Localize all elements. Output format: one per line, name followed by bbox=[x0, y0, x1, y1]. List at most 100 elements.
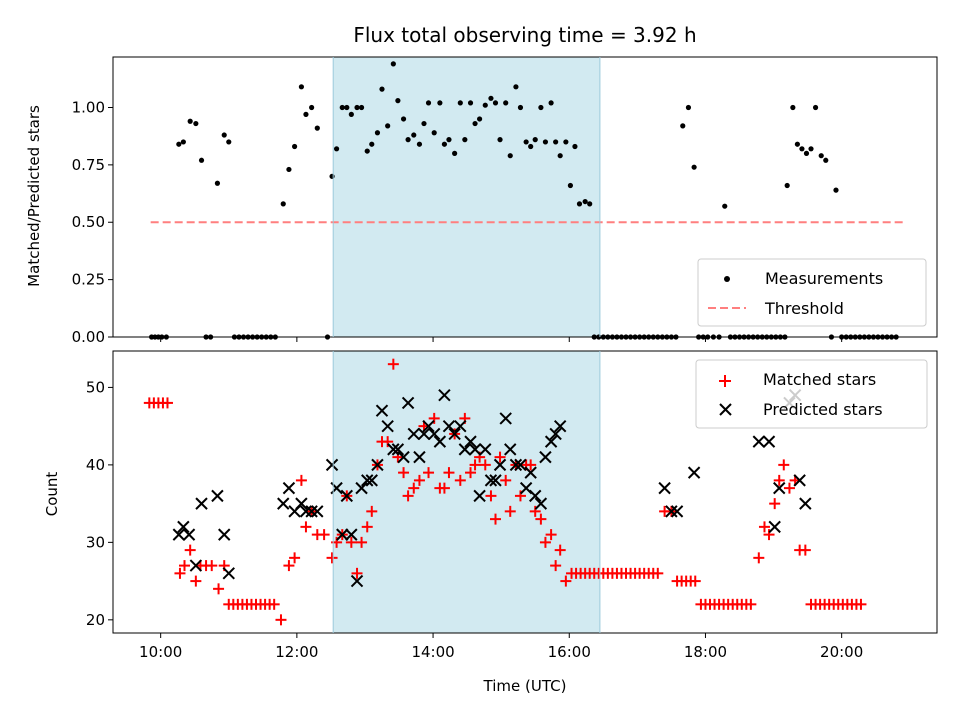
measurement-point bbox=[680, 123, 686, 129]
matched-star-point bbox=[345, 536, 357, 548]
predicted-star-point bbox=[479, 443, 492, 456]
measurement-point bbox=[374, 130, 381, 136]
measurement-point bbox=[176, 141, 182, 147]
top-y-tick-label: 0.25 bbox=[72, 271, 105, 289]
bottom-y-axis-label: Count bbox=[43, 472, 61, 517]
measurement-point bbox=[818, 153, 824, 159]
predicted-star-point bbox=[514, 458, 527, 472]
measurement-point bbox=[198, 157, 205, 163]
measurement-point bbox=[691, 164, 697, 170]
predicted-star-point bbox=[172, 528, 186, 541]
measurement-point bbox=[395, 98, 401, 104]
measurement-point bbox=[799, 146, 805, 152]
measurement-point bbox=[329, 173, 335, 179]
predicted-star-point bbox=[189, 559, 203, 572]
predicted-star-point bbox=[195, 497, 208, 510]
measurement-point bbox=[513, 84, 519, 90]
matched-star-point bbox=[326, 552, 338, 564]
matched-star-point bbox=[799, 544, 811, 556]
measurement-point bbox=[563, 139, 569, 145]
predicted-star-point bbox=[773, 481, 786, 495]
bottom-y-tick-label: 40 bbox=[86, 456, 105, 474]
matched-star-point bbox=[689, 575, 701, 587]
predicted-star-point bbox=[458, 443, 472, 456]
predicted-star-point bbox=[345, 528, 358, 541]
predicted-star-point bbox=[658, 481, 671, 495]
measurement-point bbox=[303, 111, 309, 117]
measurement-point bbox=[808, 146, 814, 152]
matched-star-point bbox=[402, 490, 414, 502]
matched-star-point bbox=[382, 436, 394, 448]
matched-star-point bbox=[184, 544, 196, 556]
matched-star-point bbox=[465, 467, 477, 479]
measurement-point bbox=[790, 104, 796, 111]
measurement-point bbox=[286, 166, 292, 173]
x-tick-label: 14:00 bbox=[411, 643, 454, 661]
matched-legend-marker bbox=[719, 375, 731, 387]
matched-star-point bbox=[179, 560, 191, 572]
predicted-star-point bbox=[539, 450, 552, 464]
matched-star-point bbox=[366, 505, 378, 517]
predicted-star-point bbox=[325, 458, 339, 472]
matched-star-point bbox=[550, 560, 562, 572]
top-y-tick-label: 1.00 bbox=[72, 98, 105, 116]
matched-star-point bbox=[174, 567, 186, 579]
measurement-point bbox=[477, 116, 483, 122]
predicted-star-point bbox=[553, 419, 567, 433]
predicted-star-point bbox=[448, 427, 461, 441]
predicted-star-point bbox=[665, 505, 678, 518]
measurement-point bbox=[587, 201, 593, 207]
predicted-star-point bbox=[177, 520, 190, 534]
x-axis-label: Time (UTC) bbox=[483, 677, 567, 695]
measurement-point bbox=[572, 143, 578, 150]
predicted-star-point bbox=[529, 489, 542, 503]
predicted-star-point bbox=[509, 458, 523, 472]
top-panel: 0.00 0.25 0.50 0.75 1.00 Flux total observin… bbox=[25, 23, 938, 346]
matched-star-point bbox=[855, 598, 867, 610]
predicted-star-point bbox=[427, 427, 441, 441]
predicted-star-point bbox=[544, 435, 558, 448]
measurement-point bbox=[548, 100, 554, 106]
measurement-point bbox=[354, 104, 360, 111]
measurement-point bbox=[582, 198, 588, 205]
measurement-point bbox=[441, 141, 448, 147]
measurement-point bbox=[722, 203, 728, 209]
bottom-y-tick-label: 30 bbox=[86, 533, 105, 551]
measurement-point bbox=[538, 104, 544, 111]
matched-star-point bbox=[289, 552, 301, 564]
legend-matched-label: Matched stars bbox=[763, 370, 876, 389]
measurement-point bbox=[488, 95, 494, 101]
matched-star-point bbox=[535, 513, 547, 525]
measurement-point bbox=[542, 139, 549, 145]
measurement-point bbox=[794, 141, 800, 147]
measurement-point bbox=[358, 104, 365, 111]
predicted-star-point bbox=[336, 528, 349, 541]
measurement-point bbox=[314, 125, 320, 131]
bottom-y-ticks: 20 30 40 50 bbox=[86, 378, 113, 629]
measurement-point bbox=[309, 104, 315, 111]
predicted-star-point bbox=[355, 481, 368, 495]
legend-measurements-label: Measurements bbox=[765, 269, 883, 288]
matched-star-point bbox=[783, 482, 795, 494]
predicted-star-point bbox=[211, 489, 224, 503]
predicted-star-point bbox=[534, 497, 548, 510]
predicted-star-point bbox=[375, 404, 389, 417]
measurement-point bbox=[421, 120, 427, 127]
predicted-star-point bbox=[454, 419, 467, 433]
measurement-point bbox=[507, 153, 513, 159]
bottom-x-ticks: 10:00 12:00 14:00 16:00 18:00 20:00 bbox=[139, 633, 863, 661]
matched-star-point bbox=[514, 490, 526, 502]
measurement-point bbox=[467, 100, 474, 106]
matched-star-point bbox=[213, 583, 225, 595]
top-observing-window-shade bbox=[333, 57, 600, 337]
predicted-star-point bbox=[524, 466, 537, 479]
matched-star-point bbox=[443, 467, 455, 479]
measurement-point bbox=[553, 139, 559, 145]
measurement-point bbox=[369, 141, 375, 147]
measurement-point bbox=[348, 111, 354, 117]
measurement-point bbox=[344, 104, 350, 111]
matched-star-point bbox=[485, 490, 497, 502]
predicted-star-point bbox=[299, 505, 313, 518]
matched-star-point bbox=[469, 459, 481, 471]
measurement-point bbox=[379, 86, 385, 92]
